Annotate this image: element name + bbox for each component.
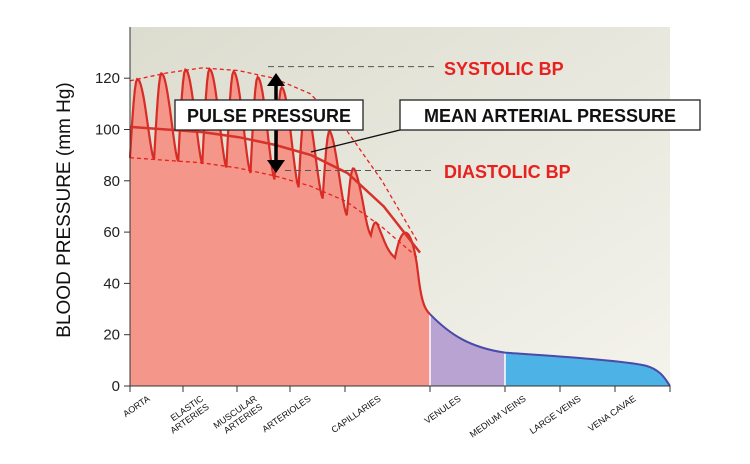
arrow-head-down [267,160,285,173]
y-tick-label: 20 [103,327,120,344]
y-tick-label: 100 [95,122,120,139]
map-box [399,99,701,131]
x-category-label: ARTERIOLES [260,393,312,434]
venous-pressure-line [429,313,671,387]
x-category-label: LARGE VEINS [528,393,583,436]
x-category-text: LARGE VEINS [528,393,583,436]
y-tick-label: 60 [103,224,120,241]
y-tick-label: 120 [95,70,120,87]
pulse-pressure-label: PULSE PRESSURE [187,106,351,126]
arterial-region [130,69,430,386]
x-category-text: VENULES [422,393,462,425]
diastolic-label: DIASTOLIC BP [444,162,571,182]
x-category-text: MEDIUM VEINS [468,393,528,439]
x-category-label: AORTA [121,393,151,419]
capillaries-region [430,314,505,386]
x-category-label: VENULES [422,393,462,425]
x-category-text: CAPILLARIES [329,393,382,434]
arrow-head-up [267,73,285,86]
x-category-text: AORTA [121,393,151,419]
y-tick-label: 0 [112,378,120,395]
venous-region [505,352,670,386]
x-category-label: CAPILLARIES [329,393,382,434]
map-label: MEAN ARTERIAL PRESSURE [424,106,676,126]
pulse-pressure-box [174,99,364,131]
map-leader [310,126,413,153]
x-category-text: ARTERIOLES [260,393,312,434]
x-category-text: VENA CAVAE [586,393,637,433]
y-axis-label: BLOOD PRESSURE (mm Hg) [54,82,75,337]
systolic-label: SYSTOLIC BP [444,59,564,79]
x-category-label: VENA CAVAE [586,393,637,433]
y-tick-label: 80 [103,173,120,190]
x-category-label: MEDIUM VEINS [468,393,528,439]
y-tick-label: 40 [103,275,120,292]
